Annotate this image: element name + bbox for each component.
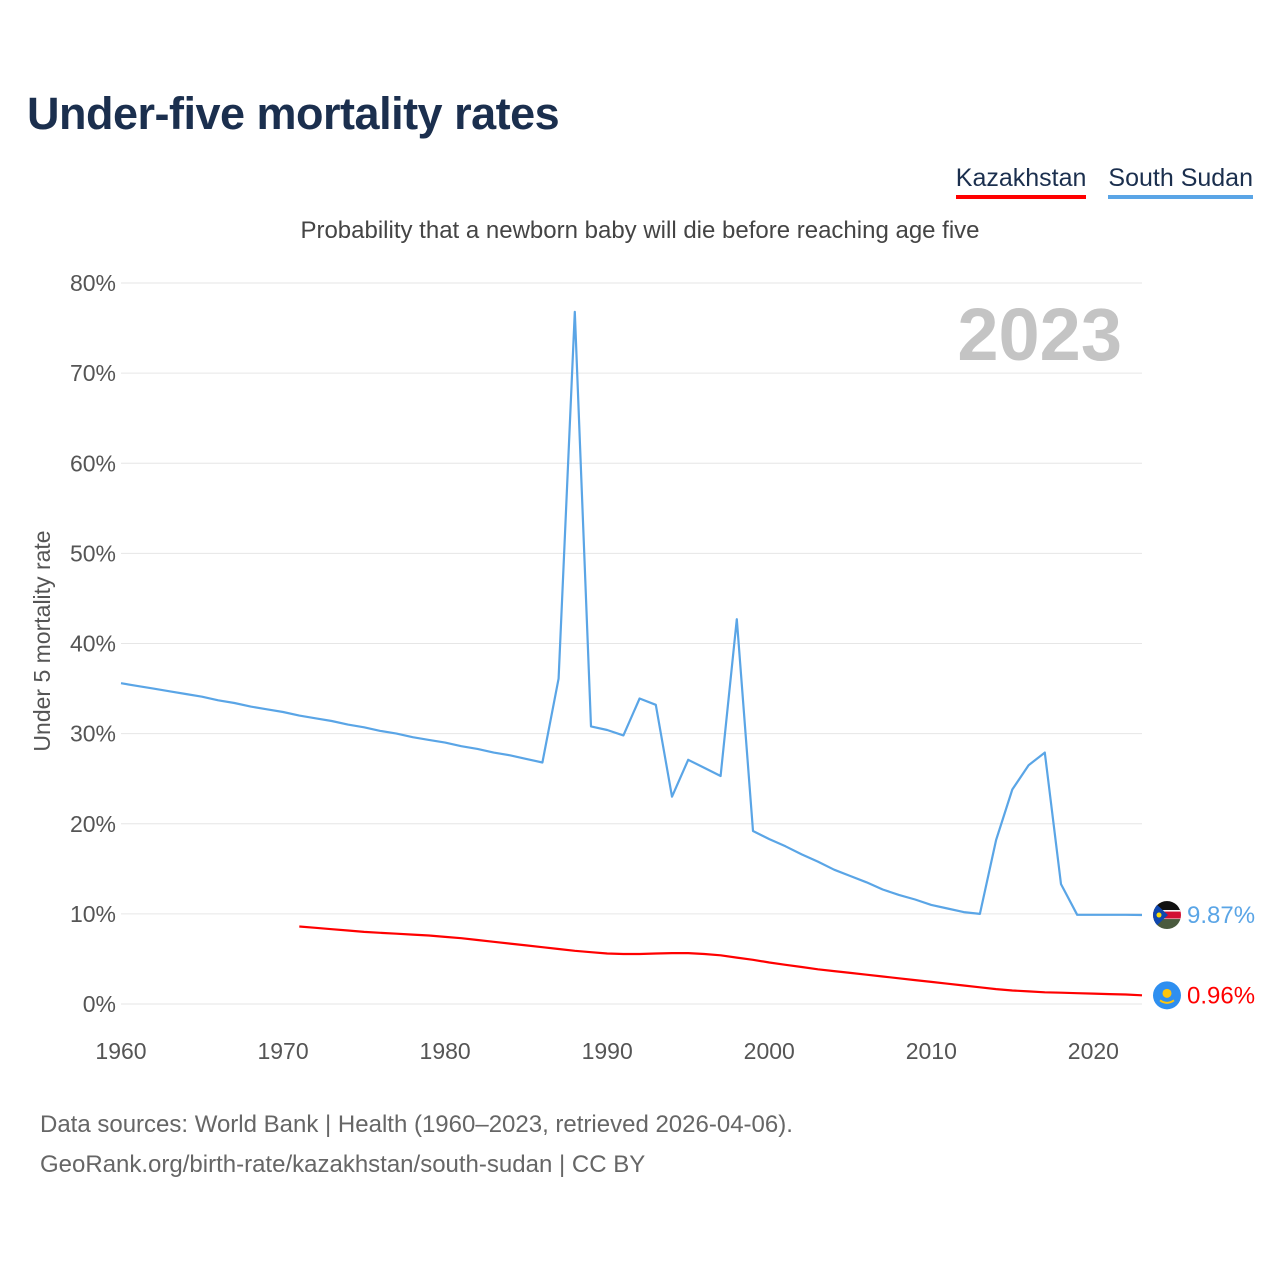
- x-axis-ticks: 1960 1970 1980 1990 2000 2010 2020: [95, 1038, 1119, 1064]
- end-markers: 9.87% 0.96%: [1153, 901, 1255, 1010]
- x-tick-label: 2000: [744, 1038, 795, 1064]
- grid-lines: [121, 282, 1142, 1005]
- end-label-south-sudan: 9.87%: [1187, 902, 1255, 929]
- y-tick-label: 10%: [70, 901, 116, 927]
- legend: Kazakhstan South Sudan: [955, 164, 1253, 199]
- chart-subtitle: Probability that a newborn baby will die…: [300, 217, 980, 244]
- y-tick-label: 70%: [70, 360, 116, 386]
- y-tick-label: 20%: [70, 811, 116, 837]
- y-tick-label: 80%: [70, 270, 116, 296]
- chart-title: Under-five mortality rates: [27, 88, 560, 139]
- south-sudan-flag: [1153, 901, 1181, 930]
- y-axis-ticks: 0% 10% 20% 30% 40% 50% 60% 70% 80%: [70, 270, 116, 1017]
- source-url-text[interactable]: GeoRank.org/birth-rate/kazakhstan/south-…: [40, 1151, 646, 1178]
- data-source-text: Data sources: World Bank | Health (1960–…: [40, 1111, 793, 1138]
- legend-item-south-sudan[interactable]: South Sudan: [1108, 164, 1253, 199]
- x-tick-label: 1960: [95, 1038, 146, 1064]
- y-tick-label: 0%: [83, 991, 116, 1017]
- y-tick-label: 40%: [70, 631, 116, 657]
- y-tick-label: 50%: [70, 540, 116, 566]
- x-tick-label: 2010: [906, 1038, 957, 1064]
- series-line-south-sudan: [120, 310, 1143, 917]
- legend-item-kazakhstan[interactable]: Kazakhstan: [955, 164, 1087, 199]
- y-tick-label: 60%: [70, 450, 116, 476]
- year-label: 2023: [957, 293, 1122, 376]
- footer: Data sources: World Bank | Health (1960–…: [40, 1105, 793, 1185]
- y-axis-label: Under 5 mortality rate: [29, 530, 55, 751]
- x-tick-label: 1990: [582, 1038, 633, 1064]
- series-line-kazakhstan: [299, 925, 1143, 997]
- x-tick-label: 1970: [257, 1038, 308, 1064]
- x-tick-label: 2020: [1068, 1038, 1119, 1064]
- kazakhstan-flag: [1153, 981, 1181, 1010]
- x-tick-label: 1980: [420, 1038, 471, 1064]
- y-tick-label: 30%: [70, 721, 116, 747]
- end-label-kazakhstan: 0.96%: [1187, 982, 1255, 1009]
- line-chart: 0%10%20%30%40%50%60%70%80% 1960 1970 1980 1…: [29, 270, 1255, 1064]
- series-lines: [120, 310, 1143, 997]
